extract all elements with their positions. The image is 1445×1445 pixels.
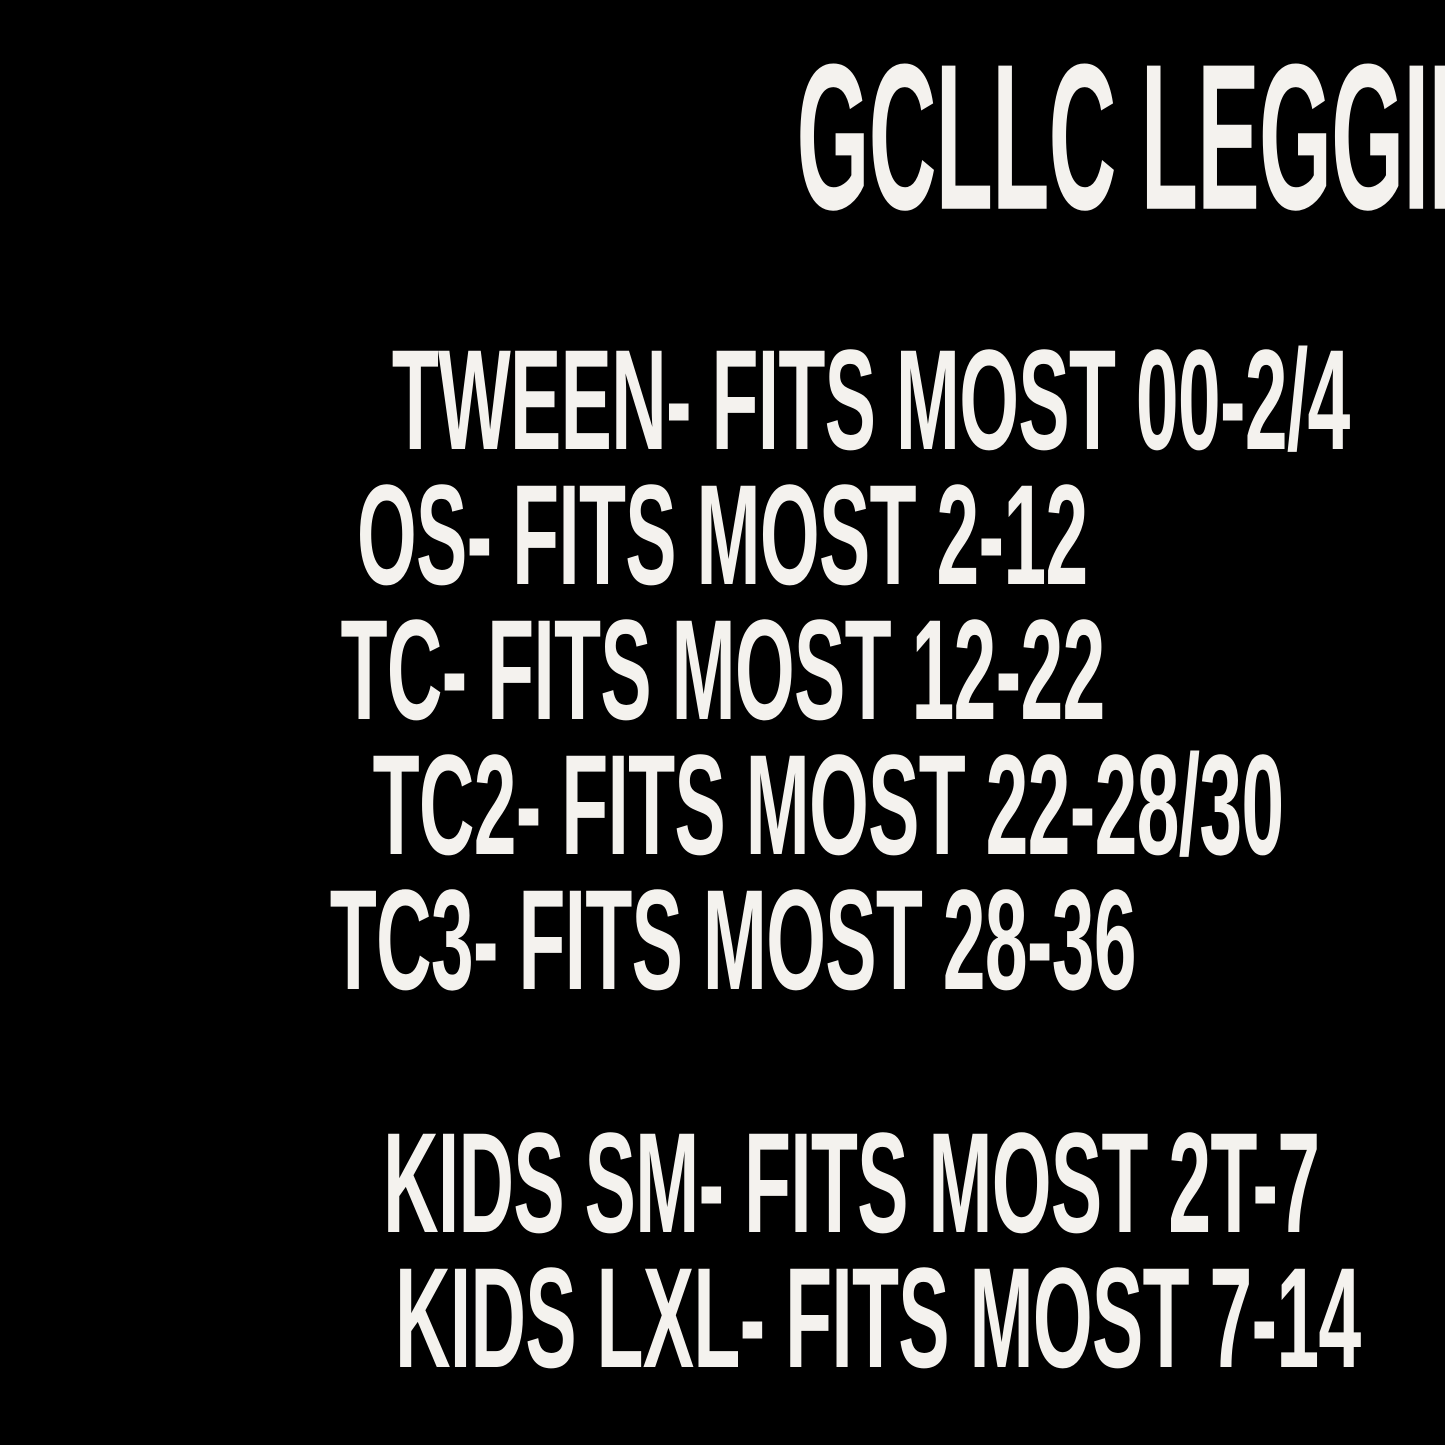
- chart-title-text: GCLLC LEGGINGS SIZE CHART: [796, 21, 1445, 254]
- size-row-tc-text: TC- FITS MOST 12-22: [340, 589, 1105, 750]
- size-row-tc3: TC3- FITS MOST 28-36: [0, 859, 1445, 1020]
- size-row-kids-sm-text: KIDS SM- FITS MOST 2T-7: [383, 1102, 1320, 1263]
- size-row-kids-lxl-text: KIDS LXL- FITS MOST 7-14: [394, 1237, 1361, 1398]
- size-row-tc: TC- FITS MOST 12-22: [0, 589, 1445, 750]
- chart-title: GCLLC LEGGINGS SIZE CHART: [0, 31, 1445, 244]
- size-row-kids-lxl: KIDS LXL- FITS MOST 7-14: [0, 1237, 1445, 1398]
- size-row-tween: TWEEN- FITS MOST 00-2/4: [0, 319, 1445, 480]
- adult-sizes-section: TWEEN- FITS MOST 00-2/4 OS- FITS MOST 2-…: [0, 319, 1445, 1020]
- kids-sizes-section: KIDS SM- FITS MOST 2T-7 KIDS LXL- FITS M…: [0, 1102, 1445, 1398]
- size-row-os-text: OS- FITS MOST 2-12: [357, 454, 1088, 615]
- size-row-kids-sm: KIDS SM- FITS MOST 2T-7: [0, 1102, 1445, 1263]
- size-row-tc2: TC2- FITS MOST 22-28/30: [0, 724, 1445, 885]
- size-row-os: OS- FITS MOST 2-12: [0, 454, 1445, 615]
- size-row-tween-text: TWEEN- FITS MOST 00-2/4: [391, 319, 1351, 480]
- size-row-tc3-text: TC3- FITS MOST 28-36: [329, 859, 1137, 1020]
- size-row-tc2-text: TC2- FITS MOST 22-28/30: [372, 724, 1285, 885]
